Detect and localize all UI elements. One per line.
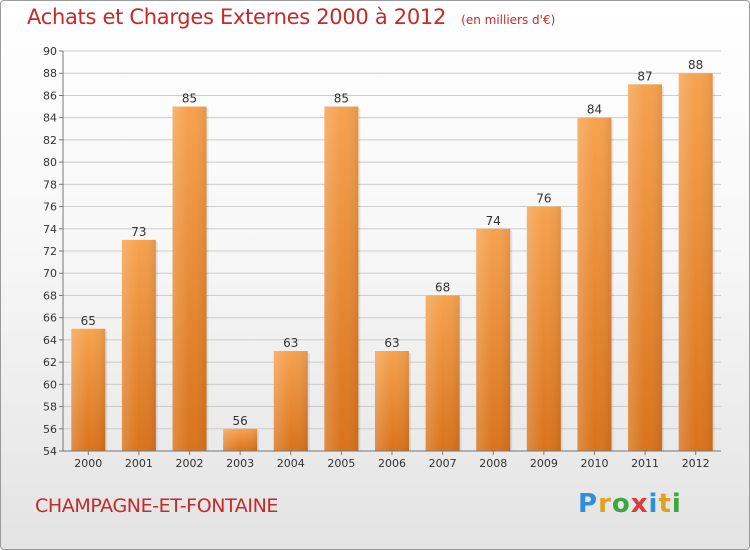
x-tick-label: 2007 [429, 457, 457, 470]
data-label: 56 [233, 414, 248, 428]
x-tick-label: 2001 [125, 457, 153, 470]
bar-highlight [577, 117, 612, 452]
chart-title: Achats et Charges Externes 2000 à 2012 [27, 5, 447, 29]
bar-highlight [375, 351, 409, 451]
x-tick-label: 2002 [176, 457, 204, 470]
x-tick-label: 2009 [530, 457, 558, 470]
y-tick-label: 54 [43, 445, 57, 458]
bar-highlight [172, 106, 207, 452]
y-tick-label: 84 [43, 112, 57, 125]
data-label: 87 [637, 69, 652, 83]
logo-letter: t [658, 489, 672, 519]
y-tick-label: 80 [43, 156, 57, 169]
x-tick-label: 2010 [580, 457, 608, 470]
y-tick-label: 56 [43, 423, 57, 436]
y-tick-label: 58 [43, 401, 57, 414]
y-tick-label: 62 [43, 356, 57, 369]
data-label: 63 [283, 336, 298, 350]
bar-highlight [223, 428, 258, 451]
x-tick-label: 2003 [226, 457, 254, 470]
data-label: 63 [384, 336, 399, 350]
data-label: 73 [131, 225, 146, 239]
y-tick-label: 72 [43, 245, 57, 258]
y-tick-label: 88 [43, 67, 57, 80]
data-label: 85 [182, 92, 197, 106]
logo-letter: r [598, 489, 612, 519]
data-label: 88 [688, 58, 703, 72]
data-label: 68 [435, 280, 450, 294]
bar-highlight [425, 295, 460, 451]
logo-letter: o [611, 489, 631, 519]
y-tick-label: 70 [43, 267, 57, 280]
bar-highlight [678, 73, 713, 451]
y-tick-label: 78 [43, 178, 57, 191]
y-tick-label: 76 [43, 201, 57, 214]
y-tick-label: 82 [43, 134, 57, 147]
logo-letter: i [671, 489, 682, 519]
x-tick-label: 2005 [327, 457, 355, 470]
data-label: 76 [536, 192, 551, 206]
logo-letter: x [630, 489, 649, 519]
x-tick-label: 2008 [479, 457, 507, 470]
data-label: 65 [81, 314, 96, 328]
x-tick-label: 2012 [682, 457, 710, 470]
y-tick-label: 60 [43, 378, 57, 391]
axes: 54 56 58 60 62 64 66 68 70 72 74 76 78 80 82 84 86 88 90 20… [43, 45, 721, 470]
data-label: 84 [587, 103, 602, 117]
y-tick-label: 68 [43, 289, 57, 302]
bar-highlight [476, 228, 511, 451]
y-tick-label: 64 [43, 334, 57, 347]
proxiti-logo: Proxiti [578, 489, 682, 519]
y-tick-label: 86 [43, 89, 57, 102]
bar-highlight [526, 206, 561, 451]
logo-letter: P [578, 489, 599, 519]
data-label: 74 [486, 214, 501, 228]
bars [71, 73, 715, 452]
bar-highlight [121, 239, 156, 451]
bar-highlight [273, 351, 308, 451]
x-tick-label: 2004 [277, 457, 305, 470]
chart-unit: (en milliers d'€) [461, 13, 556, 27]
y-tick-label: 74 [43, 223, 57, 236]
data-labels: 65 73 85 56 63 85 63 68 74 76 84 87 88 [81, 58, 704, 428]
bar-highlight [324, 106, 359, 452]
chart-title-row: Achats et Charges Externes 2000 à 2012 (… [27, 5, 555, 29]
data-label: 85 [334, 92, 349, 106]
x-tick-label: 2000 [74, 457, 102, 470]
y-tick-label: 66 [43, 312, 57, 325]
commune-name: CHAMPAGNE-ET-FONTAINE [35, 495, 279, 517]
x-tick-label: 2011 [631, 457, 659, 470]
logo-letter: i [648, 489, 659, 519]
bar-highlight [71, 328, 106, 451]
y-tick-label: 90 [43, 45, 57, 58]
bar-highlight [628, 84, 663, 451]
x-tick-label: 2006 [378, 457, 406, 470]
